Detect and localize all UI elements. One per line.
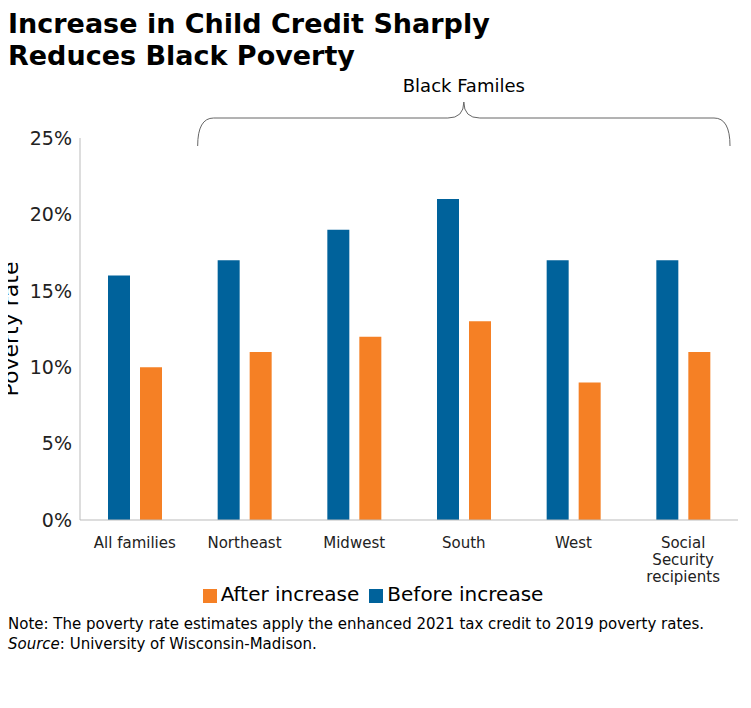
svg-text:20%: 20%	[30, 203, 72, 225]
html-text:Source: University of Wisconsi: Source: University of Wisconsin-Madison.	[8, 635, 317, 653]
svg-text:South: South	[442, 534, 486, 552]
svg-text:West: West	[555, 534, 592, 552]
html-text:After increase: After increase	[220, 582, 360, 606]
svg-text:10%: 10%	[30, 356, 72, 378]
html-text:Note: The poverty rate estimat: Note: The poverty rate estimates apply t…	[8, 615, 705, 633]
svg-text:All families: All families	[94, 534, 176, 552]
svg-text:Northeast: Northeast	[207, 534, 281, 552]
svg-text:Poverty rate: Poverty rate	[8, 262, 23, 397]
svg-text:SocialSecurityrecipients: SocialSecurityrecipients	[646, 534, 720, 587]
svg-text:Black Familes: Black Familes	[403, 76, 525, 96]
svg-text:25%: 25%	[30, 127, 72, 149]
html-text:Before increase: Before increase	[387, 582, 544, 606]
svg-text:0%: 0%	[42, 509, 72, 531]
svg-text:5%: 5%	[42, 432, 72, 454]
svg-text:Midwest: Midwest	[323, 534, 385, 552]
html-text:Increase in Child Credit Sharp: Increase in Child Credit Sharply Reduces…	[8, 8, 490, 71]
svg-text:15%: 15%	[30, 280, 72, 302]
